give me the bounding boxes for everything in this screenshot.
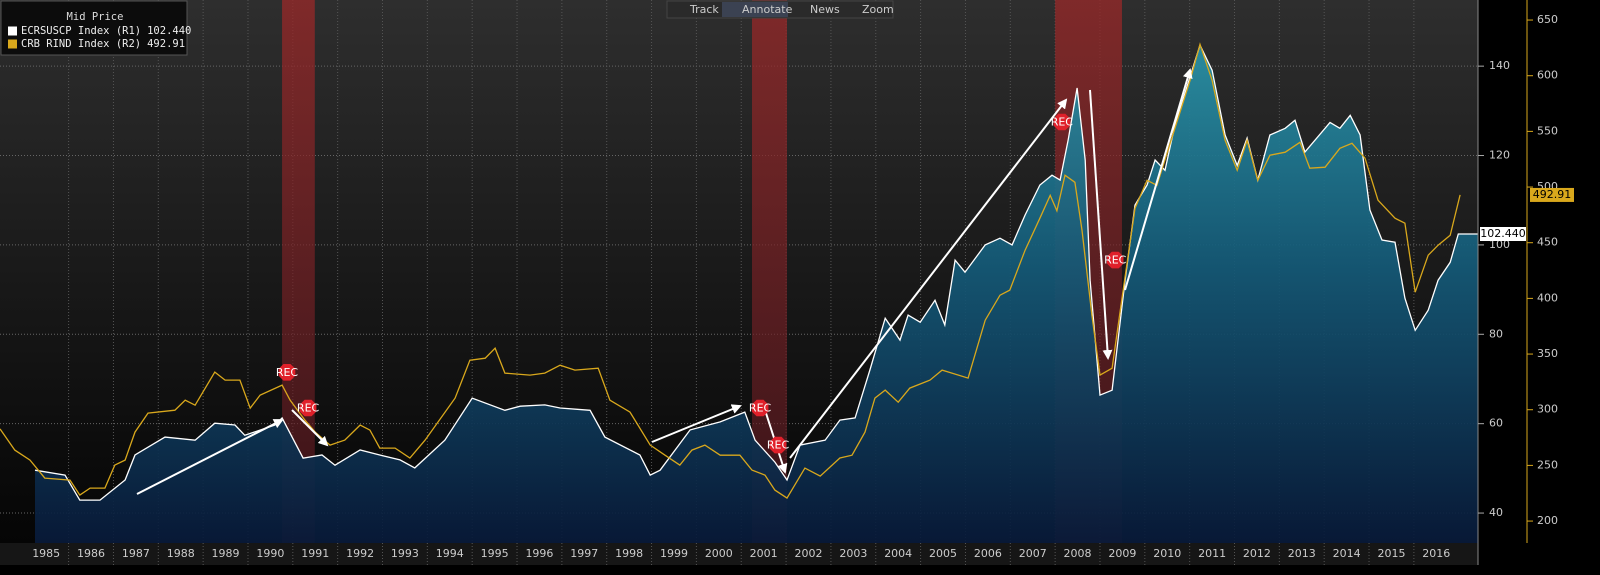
legend-swatch: [8, 26, 17, 36]
x-tick-label: 2013: [1288, 547, 1316, 560]
toolbar-active: [722, 2, 788, 17]
y-tick-label: 120: [1489, 149, 1510, 162]
y2-tick-label: 300: [1537, 403, 1558, 416]
legend: Mid Price ECRSUSCP Index (R1) 102.440 CRB …: [0, 0, 191, 56]
rec-label: REC: [1104, 254, 1127, 267]
rec-marker: [278, 364, 296, 381]
area: [35, 45, 1478, 543]
x-tick-label: 1999: [660, 547, 688, 560]
x-tick-label: 1994: [436, 547, 464, 560]
x-tick-label: 1985: [32, 547, 60, 560]
annotation-arrows: [136, 68, 1193, 495]
y-tick-label: 60: [1489, 417, 1503, 430]
rec-marker: [751, 399, 769, 417]
arrow: [291, 409, 329, 447]
x-tick-label: 1998: [615, 547, 643, 560]
toolbar: Track Annotate News Zoom: [666, 0, 894, 19]
last-value-label: 492.91: [1533, 188, 1572, 201]
x-tick-label: 2002: [795, 547, 823, 560]
rec-label: REC: [767, 439, 790, 452]
x-tick-label: 1996: [525, 547, 553, 560]
arrow: [1124, 68, 1193, 291]
line: [0, 42, 1461, 500]
rec-marker: [299, 399, 317, 417]
x-tick-label: 2014: [1333, 547, 1361, 560]
y-tick-label: 80: [1489, 327, 1503, 340]
legend-title: Mid Price: [67, 11, 124, 23]
x-tick-label: 1993: [391, 547, 419, 560]
x-tick-label: 2001: [750, 547, 778, 560]
legend-value: 492.91: [147, 38, 185, 50]
x-tick-label: 2009: [1108, 547, 1136, 560]
x-tick-label: 1991: [301, 547, 329, 560]
x-tick-label: 1987: [122, 547, 150, 560]
arrow: [1089, 89, 1113, 360]
line: [34, 43, 1478, 501]
rec-label: REC: [1051, 116, 1074, 129]
x-tick-label: 2005: [929, 547, 957, 560]
x-tick-label: 2012: [1243, 547, 1271, 560]
x-tick-label: 2016: [1422, 547, 1450, 560]
x-tick-label: 2000: [705, 547, 733, 560]
x-tick-label: 2011: [1198, 547, 1226, 560]
x-tick-label: 2008: [1064, 547, 1092, 560]
x-tick-label: 1990: [256, 547, 284, 560]
x-tick-label: 2003: [839, 547, 867, 560]
x-tick-label: 1997: [570, 547, 598, 560]
rec-label: REC: [749, 402, 772, 415]
toolbar-button[interactable]: Track: [689, 3, 719, 16]
x-tick-label: 2007: [1019, 547, 1047, 560]
last-value-badge: [1480, 227, 1526, 242]
x-axis-strip: [0, 543, 1478, 565]
annotations: REC REC REC REC REC REC: [276, 113, 1127, 454]
arrow: [136, 419, 284, 495]
y2-tick-label: 400: [1537, 291, 1558, 304]
y-tick-label: 100: [1489, 238, 1510, 251]
x-tick-label: 1986: [77, 547, 105, 560]
axes: 1985 1986 1987 1988 1989 1990 1991 1992 1993 1994…: [32, 0, 1574, 565]
legend-label: ECRSUSCP Index (R1): [21, 25, 141, 37]
y2-tick-label: 600: [1537, 69, 1558, 82]
x-tick-label: 1995: [481, 547, 509, 560]
legend-box: [0, 0, 188, 56]
rec-marker: [1106, 251, 1124, 269]
series: [0, 42, 1478, 543]
x-tick-label: 1988: [167, 547, 195, 560]
rec-label: REC: [297, 402, 320, 415]
x-tick-label: 2004: [884, 547, 912, 560]
y-tick-label: 140: [1489, 59, 1510, 72]
y2-tick-label: 200: [1537, 514, 1558, 527]
y2-tick-label: 250: [1537, 458, 1558, 471]
y2-tick-label: 350: [1537, 347, 1558, 360]
x-tick-label: 2006: [974, 547, 1002, 560]
last-value-label: 102.440: [1480, 227, 1526, 240]
arrow: [789, 98, 1068, 459]
y-tick-label: 40: [1489, 506, 1503, 519]
rec-label: REC: [276, 366, 299, 379]
legend-label: CRB RIND Index (R2): [21, 38, 141, 50]
arrow: [651, 404, 742, 443]
x-tick-label: 2015: [1377, 547, 1405, 560]
x-tick-label: 1989: [212, 547, 240, 560]
toolbar-button[interactable]: News: [810, 3, 840, 16]
toolbar-button[interactable]: Annotate: [742, 3, 793, 16]
legend-swatch: [8, 39, 17, 49]
rec-marker: [1053, 113, 1071, 131]
last-value-badge: [1530, 187, 1574, 202]
y2-tick-label: 550: [1537, 124, 1558, 137]
x-tick-label: 1992: [346, 547, 374, 560]
legend-value: 102.440: [147, 25, 191, 37]
toolbar-button[interactable]: Zoom: [862, 3, 894, 16]
y2-tick-label: 450: [1537, 236, 1558, 249]
rec-marker: [769, 436, 787, 454]
x-tick-label: 2010: [1153, 547, 1181, 560]
y2-tick-label: 650: [1537, 13, 1558, 26]
